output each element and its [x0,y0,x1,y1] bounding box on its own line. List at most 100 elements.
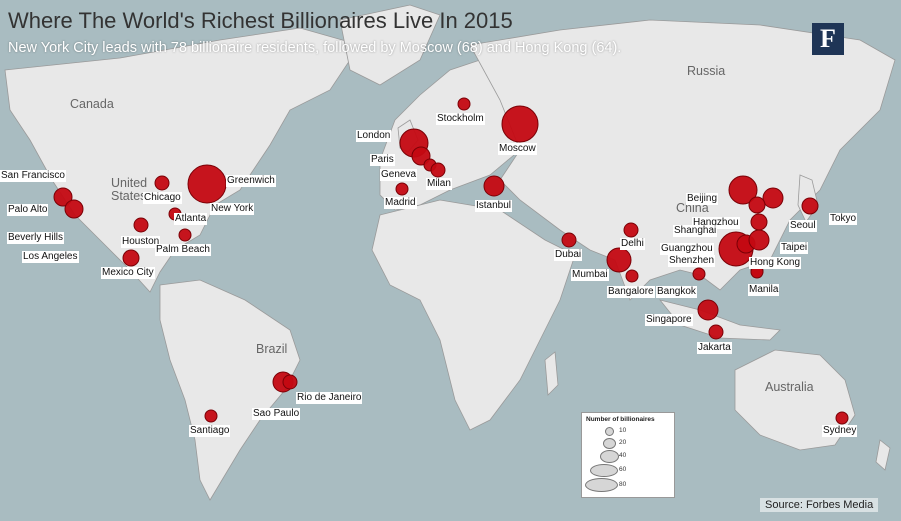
legend-row: 80 [582,478,674,492]
city-bubble-mumbai [606,247,632,273]
city-bubble-tokyo [801,197,819,215]
bubbles [53,97,849,425]
city-bubble-singapore [697,299,719,321]
city-bubble-bangkok [692,267,706,281]
new-zealand-land [875,439,891,471]
city-bubble-sydney [835,411,849,425]
city-label-sydney: Sydney [822,425,858,437]
legend-size-swatch [605,427,614,436]
city-label-new-york: New York [210,203,255,215]
city-label-paris: Paris [370,154,395,166]
africa-land [371,199,576,431]
city-label-dubai: Dubai [554,249,583,261]
city-label-santiago: Santiago [189,425,231,437]
city-label-milan: Milan [426,178,452,190]
legend-row: 40 [582,450,674,463]
city-bubble-san-francisco [53,187,73,207]
region-label-brazil: Brazil [256,342,288,356]
city-label-seoul: Seoul [789,220,817,232]
region-label-united-states: United States [111,176,148,203]
city-bubble-palm-beach [178,228,192,242]
city-bubble-greenwich [187,164,227,204]
city-bubble-santiago [204,409,218,423]
city-bubble-milan [430,162,446,178]
source-credit: Source: Forbes Media [760,498,879,512]
region-label-australia: Australia [765,380,814,394]
city-label-los-angeles: Los Angeles [22,251,79,263]
city-bubble-madrid [395,182,409,196]
city-bubble-delhi [623,222,639,238]
city-label-jakarta: Jakarta [697,342,732,354]
city-bubble-houston [133,217,149,233]
legend-value: 80 [619,481,627,488]
city-label-mexico-city: Mexico City [101,267,155,279]
legend-value: 10 [619,427,627,434]
map-legend: Number of billionaires 10 20 40 60 80 [581,412,675,498]
region-label-russia: Russia [687,64,726,78]
madagascar-land [544,351,559,396]
city-label-madrid: Madrid [384,197,417,209]
city-bubble-shanghai [762,187,784,209]
legend-size-swatch [585,478,618,492]
city-label-sao-paulo: Sao Paulo [252,408,301,420]
city-label-geneva: Geneva [380,169,418,181]
city-bubble-stockholm [457,97,471,111]
city-label-atlanta: Atlanta [174,213,208,225]
legend-value: 20 [619,439,627,446]
city-label-palm-beach: Palm Beach [155,244,211,256]
city-label-palo-alto: Palo Alto [7,204,49,216]
city-label-tokyo: Tokyo [829,213,858,225]
legend-size-swatch [590,464,618,477]
legend-size-swatch [600,450,619,463]
legend-value: 60 [619,466,627,473]
city-bubble-bangalore [625,269,639,283]
city-label-manila: Manila [748,284,780,296]
city-bubble-hong-kong [748,229,770,251]
legend-value: 40 [619,452,627,459]
legend-row: 60 [582,464,674,477]
city-bubble-jakarta [708,324,724,340]
city-label-london: London [356,130,392,142]
legend-row: 20 [582,437,674,449]
south-america-land [159,279,301,501]
city-bubble-palo-alto [64,199,84,219]
city-label-moscow: Moscow [498,143,537,155]
city-label-beverly-hills: Beverly Hills [7,232,65,244]
city-bubble-hangzhou [750,213,768,231]
city-label-mumbai: Mumbai [571,269,609,281]
city-bubble-rio-de-janeiro [282,374,298,390]
city-label-delhi: Delhi [620,238,645,250]
asia-land [469,19,896,301]
city-label-hong-kong: Hong Kong [749,257,802,269]
city-label-taipei: Taipei [780,242,809,254]
city-label-bangkok: Bangkok [656,286,697,298]
city-label-beijing: Beijing [686,193,719,205]
city-label-san-francisco: San Francisco [0,170,66,182]
legend-row: 10 [582,425,674,437]
map-subtitle: New York City leads with 78 billionaire … [8,40,622,56]
city-label-greenwich: Greenwich [226,175,276,187]
city-bubble-dubai [561,232,577,248]
city-label-singapore: Singapore [645,314,693,326]
city-label-rio-de-janeiro: Rio de Janeiro [296,392,363,404]
city-bubble-moscow [501,105,539,143]
city-bubble-chicago [154,175,170,191]
city-bubble-seoul [748,196,766,214]
city-bubble-beijing [728,175,758,205]
city-label-houston: Houston [121,236,161,248]
city-label-shenzhen: Shenzhen [668,255,716,267]
city-bubble-mexico-city [122,249,140,267]
greenland-land [339,4,441,86]
city-label-bangalore: Bangalore [607,286,655,298]
legend-size-swatch [603,438,616,449]
city-label-shanghai: Shanghai [673,225,718,237]
region-label-canada: Canada [70,97,114,111]
map-title: Where The World's Richest Billionaires L… [8,8,513,33]
city-label-guangzhou: Guangzhou [660,243,714,255]
city-label-istanbul: Istanbul [475,200,513,212]
city-label-stockholm: Stockholm [436,113,485,125]
legend-title: Number of billionaires [586,416,655,423]
city-label-chicago: Chicago [143,192,182,204]
forbes-logo: F [812,23,844,55]
